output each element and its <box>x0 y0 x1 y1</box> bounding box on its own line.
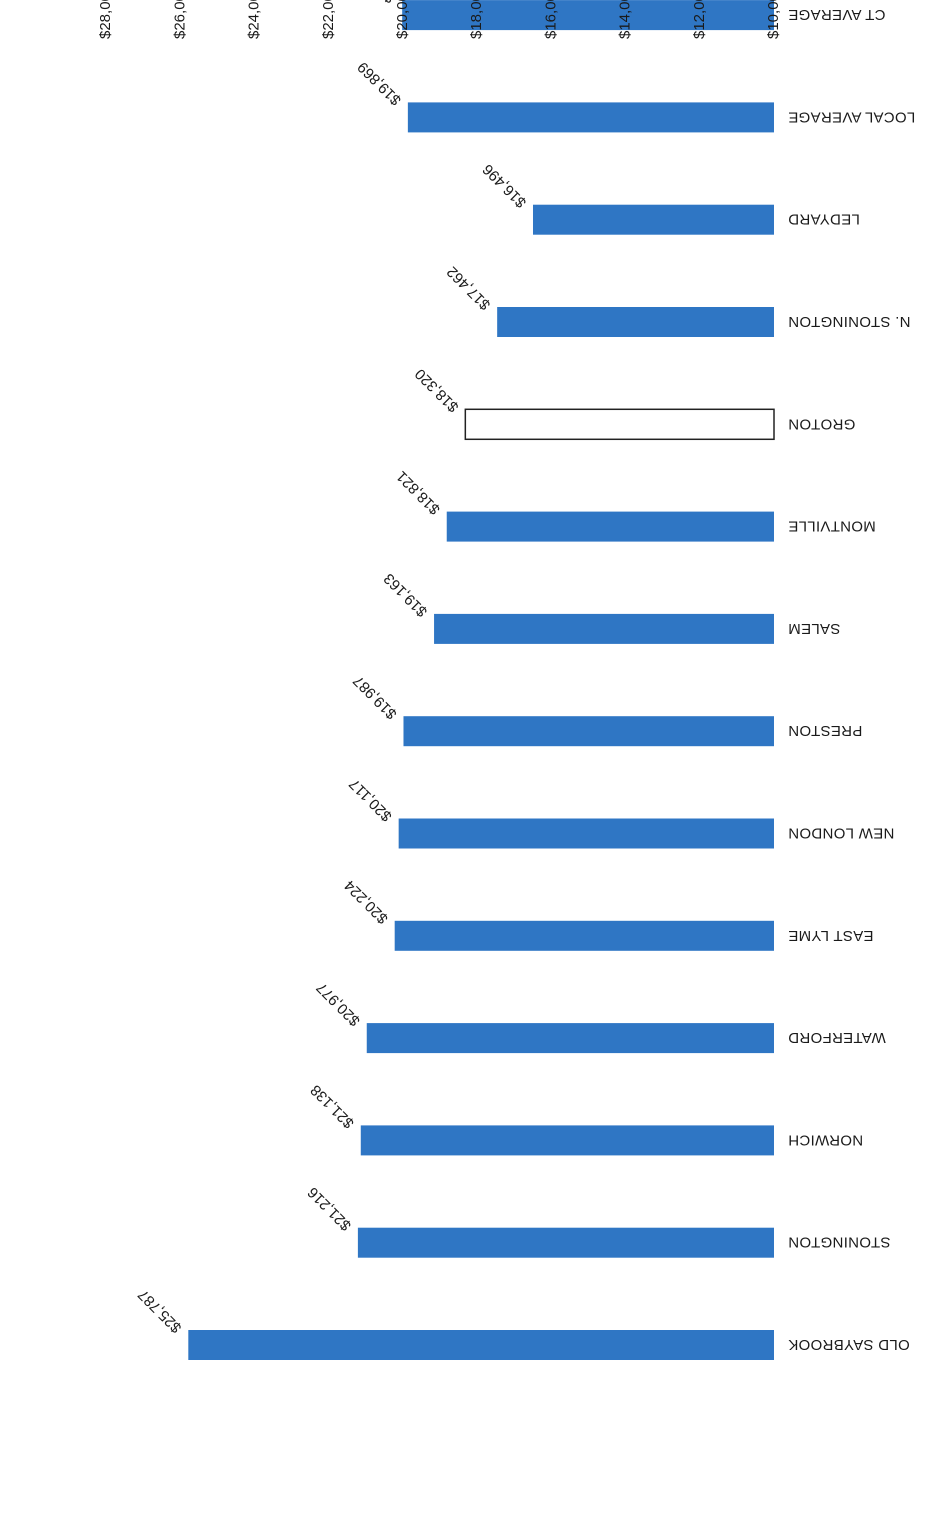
x-axis-tick-labels: $10,000 $12,000 $14,000 $16,000 $18,000 $20,0… <box>97 0 782 39</box>
value-label-norwich: $21,138 <box>307 1081 357 1131</box>
value-label-east-lyme: $20,224 <box>341 877 391 927</box>
bar-old-saybrook <box>188 1330 774 1360</box>
x-tick-label: $26,000 <box>171 0 188 39</box>
x-tick-label: $10,000 <box>765 0 782 39</box>
category-label-waterford: WATERFORD <box>788 1029 886 1046</box>
category-label-ledyard: LEDYARD <box>788 211 860 228</box>
value-label-new-london: $20,117 <box>346 775 396 825</box>
bar-ct-average <box>402 0 774 31</box>
x-tick-label: $12,000 <box>691 0 708 39</box>
value-label-n-stonington: $17,462 <box>444 263 494 313</box>
value-label-montville: $18,821 <box>393 467 443 517</box>
category-label-norwich: NORWICH <box>788 1131 863 1148</box>
value-label-ledyard: $16,496 <box>479 161 529 211</box>
x-tick-label: $22,000 <box>320 0 337 39</box>
category-label-local-average: LOCAL AVERAGE <box>788 108 915 125</box>
x-tick-label: $16,000 <box>542 0 559 39</box>
x-tick-label: $14,000 <box>617 0 634 39</box>
bar-salem <box>434 613 774 644</box>
category-label-east-lyme: EAST LYME <box>788 927 874 944</box>
category-label-preston: PRESTON <box>788 722 862 739</box>
category-label-ct-average: CT AVERAGE <box>788 6 885 23</box>
value-label-salem: $19,163 <box>381 570 431 620</box>
x-tick-label: $24,000 <box>246 0 263 39</box>
x-tick-label: $18,000 <box>468 0 485 39</box>
bar-stonington <box>357 1227 774 1258</box>
category-label-old-saybrook: OLD SAYBROOK <box>788 1336 910 1353</box>
bar-east-lyme <box>394 920 774 951</box>
x-tick-label: $28,000 <box>97 0 114 39</box>
bar-montville <box>446 511 774 542</box>
value-label-groton: $18,320 <box>412 365 462 415</box>
category-labels-group: OLD SAYBROOK STONINGTON NORWICH WATERFORD EA… <box>788 6 915 1353</box>
bar-new-london <box>398 818 774 849</box>
bar-norwich <box>360 1125 774 1156</box>
value-label-preston: $19,987 <box>350 672 400 722</box>
value-label-stonington: $21,216 <box>304 1184 354 1234</box>
bar-local-average <box>407 102 774 133</box>
category-label-groton: GROTON <box>788 415 855 432</box>
category-label-salem: SALEM <box>788 620 840 637</box>
value-label-waterford: $20,977 <box>313 979 363 1029</box>
value-label-old-saybrook: $25,787 <box>135 1286 185 1336</box>
bar-ledyard <box>532 204 774 235</box>
bar-groton <box>464 408 775 441</box>
x-tick-label: $20,000 <box>394 0 411 39</box>
category-label-new-london: NEW LONDON <box>788 825 894 842</box>
bars-group <box>188 0 775 1360</box>
category-label-n-stonington: N. STONINGTON <box>788 313 911 330</box>
category-label-montville: MONTVILLE <box>788 518 876 535</box>
bar-preston <box>403 716 774 747</box>
category-label-stonington: STONINGTON <box>788 1234 890 1251</box>
bar-n-stonington <box>497 307 774 337</box>
value-label-local-average: $19,869 <box>354 58 404 108</box>
value-label-ct-average: $20,022 <box>349 0 399 6</box>
bar-waterford <box>366 1023 774 1054</box>
